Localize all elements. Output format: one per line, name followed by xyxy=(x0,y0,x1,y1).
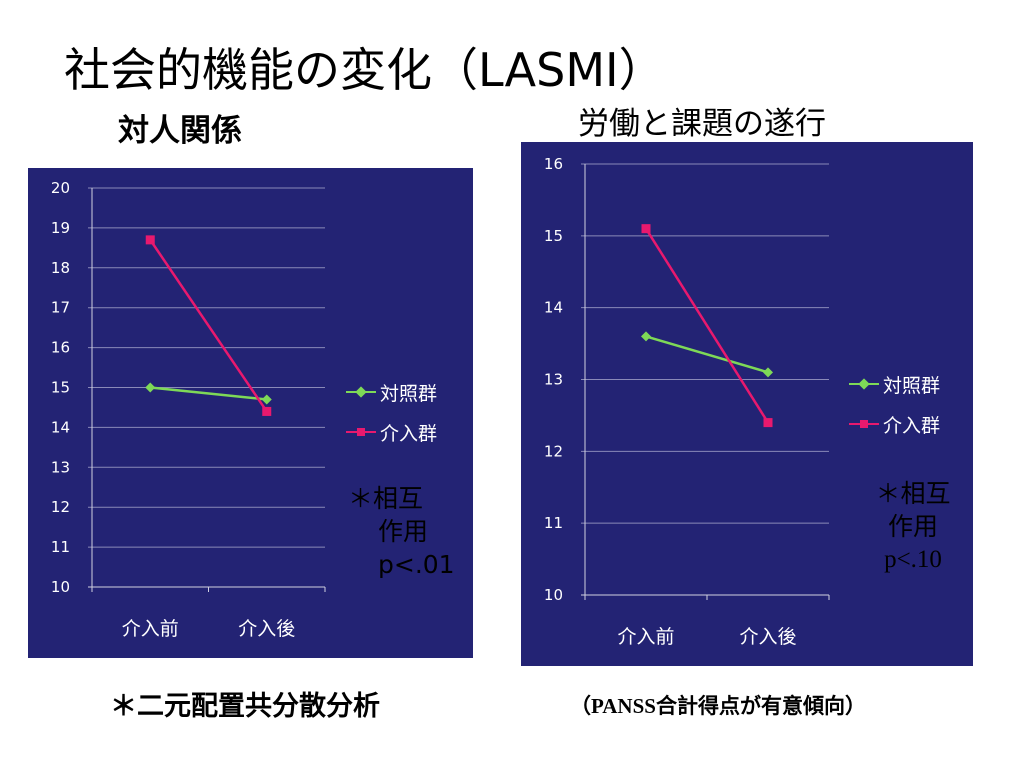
chart-panel-interpersonal: 10 11 12 13 14 15 16 17 18 19 20 介入前 介入後 対照群 介入群 xyxy=(28,168,473,658)
legend-item-intervention: 介入群 xyxy=(346,412,437,452)
annotation-pvalue: p<.10 xyxy=(884,546,942,573)
annotation-interaction-left: ＊相互 作用 p<.01 xyxy=(348,482,460,581)
data-point-control xyxy=(261,394,272,405)
x-tick-label: 介入前 xyxy=(617,626,674,648)
annotation-line-2: 作用 xyxy=(378,517,429,546)
y-tick-label: 15 xyxy=(51,379,70,397)
y-tick-label: 12 xyxy=(51,498,70,516)
series-line-control xyxy=(645,335,769,374)
legend-label-intervention: 介入群 xyxy=(380,422,438,445)
data-point-control xyxy=(145,382,156,393)
y-tick-label: 14 xyxy=(51,418,70,436)
y-tick-label: 16 xyxy=(51,339,70,357)
legend-interpersonal: 対照群 介入群 xyxy=(346,372,437,452)
data-point-control xyxy=(763,367,773,378)
y-tick-label: 20 xyxy=(51,179,70,197)
legend-item-intervention: 介入群 xyxy=(849,404,940,444)
y-tick-label: 16 xyxy=(544,155,563,173)
chart-panel-work: 10 11 12 13 14 15 16 介入前 介入後 対照群 介入群 xyxy=(521,142,973,666)
control-series-swatch-icon xyxy=(346,385,376,399)
y-tick-label: 10 xyxy=(544,586,563,604)
legend-label-control: 対照群 xyxy=(883,374,941,397)
legend-label-control: 対照群 xyxy=(380,382,438,405)
y-tick-label: 11 xyxy=(51,538,70,556)
y-tick-label: 15 xyxy=(544,227,563,245)
data-point-intervention xyxy=(641,224,651,234)
series-line-control xyxy=(150,386,267,401)
annotation-interaction-right: ＊相互 作用 p<.10 xyxy=(858,477,968,576)
data-point-control xyxy=(641,331,651,342)
legend-item-control: 対照群 xyxy=(849,364,940,404)
y-tick-label: 10 xyxy=(51,578,70,596)
chart-title-interpersonal: 対人関係 xyxy=(118,113,242,149)
legend-item-control: 対照群 xyxy=(346,372,437,412)
annotation-pvalue: p<.01 xyxy=(378,550,455,579)
annotation-line-1: ＊相互 xyxy=(348,484,424,513)
x-tick-label: 介入後 xyxy=(238,618,295,640)
y-tick-label: 18 xyxy=(51,259,70,277)
legend-label-intervention: 介入群 xyxy=(883,414,941,437)
y-tick-label: 13 xyxy=(51,458,70,476)
y-tick-label: 12 xyxy=(544,442,563,460)
chart-interpersonal: 10 11 12 13 14 15 16 17 18 19 20 介入前 介入後 xyxy=(51,179,326,640)
y-tick-label: 13 xyxy=(544,371,563,389)
y-tick-label: 17 xyxy=(51,299,70,317)
footer-analysis-method: ＊二元配置共分散分析 xyxy=(110,691,380,722)
annotation-line-1: ＊相互 xyxy=(875,479,951,508)
chart-work: 10 11 12 13 14 15 16 介入前 介入後 xyxy=(544,155,830,648)
data-point-intervention xyxy=(763,418,773,428)
slide-title: 社会的機能の変化（LASMI） xyxy=(64,43,665,97)
y-tick-label: 14 xyxy=(544,299,563,317)
intervention-series-swatch-icon xyxy=(346,425,376,439)
series-line-intervention xyxy=(149,239,268,413)
x-tick-label: 介入前 xyxy=(122,618,179,640)
control-series-swatch-icon xyxy=(849,377,879,391)
chart-title-work: 労働と課題の遂行 xyxy=(578,106,826,142)
footer-panss-note: （PANSS合計得点が有意傾向） xyxy=(570,694,866,718)
y-tick-label: 19 xyxy=(51,219,70,237)
series-line-intervention xyxy=(644,227,770,424)
data-point-intervention xyxy=(262,406,272,416)
x-tick-label: 介入後 xyxy=(739,626,796,648)
annotation-line-2: 作用 xyxy=(887,512,938,541)
data-point-intervention xyxy=(145,235,155,245)
intervention-series-swatch-icon xyxy=(849,417,879,431)
y-tick-label: 11 xyxy=(544,514,563,532)
legend-work: 対照群 介入群 xyxy=(849,364,940,444)
